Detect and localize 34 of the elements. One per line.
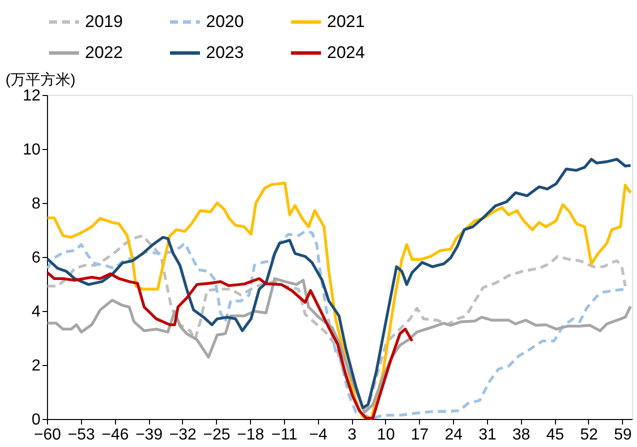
x-tick-label: 31 <box>478 426 496 444</box>
x-tick-label: 17 <box>410 426 429 444</box>
y-axis-title: (万平方米) <box>6 72 76 88</box>
x-tick-label: −46 <box>102 426 129 444</box>
x-tick-label: −53 <box>68 426 96 444</box>
x-tick-label: −11 <box>271 426 298 444</box>
legend-label: 2021 <box>327 12 365 31</box>
x-tick-label: −25 <box>203 426 230 444</box>
x-tick-label: −18 <box>236 426 264 444</box>
x-tick-label: 38 <box>512 426 530 444</box>
y-tick-label: 6 <box>32 250 41 266</box>
legend-label: 2023 <box>206 43 244 62</box>
x-tick-label: 59 <box>614 426 632 444</box>
line-series <box>46 271 414 420</box>
y-tick-label: 0 <box>32 412 41 428</box>
legend-label: 2019 <box>85 12 123 31</box>
x-tick-label: 3 <box>348 426 357 444</box>
y-tick-label: 12 <box>22 88 41 104</box>
x-tick-label: 10 <box>377 426 395 444</box>
y-tick-label: 4 <box>32 304 41 320</box>
x-tick-label: 45 <box>546 426 564 444</box>
x-tick-label: −32 <box>169 426 197 444</box>
x-tick-label: 52 <box>580 426 598 444</box>
x-tick-label: −39 <box>135 426 163 444</box>
y-tick-label: 2 <box>32 358 41 374</box>
legend-label: 2024 <box>327 43 365 62</box>
legend-label: 2022 <box>85 43 123 62</box>
y-tick-label: 8 <box>32 196 41 212</box>
legend-label: 2020 <box>206 12 244 31</box>
line-series <box>46 277 632 414</box>
x-tick-label: −4 <box>309 426 328 444</box>
x-tick-label: −60 <box>34 426 62 444</box>
y-tick-label: 10 <box>22 142 41 158</box>
x-tick-label: 24 <box>444 426 463 444</box>
